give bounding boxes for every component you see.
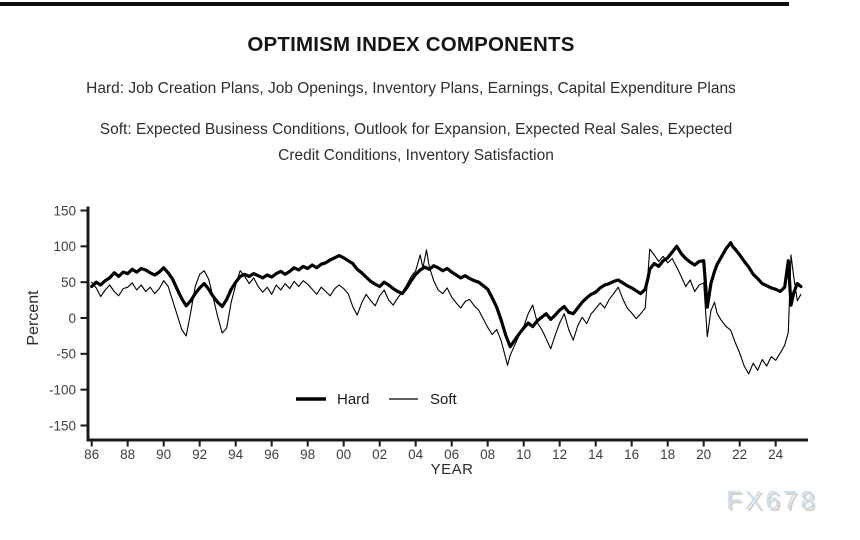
x-tick-label: 20 [696, 447, 711, 462]
x-tick-label: 98 [300, 447, 315, 462]
x-tick-label: 94 [228, 447, 244, 462]
soft-line [91, 248, 802, 375]
x-tick-label: 14 [588, 447, 604, 462]
x-tick-label: 06 [444, 447, 459, 462]
y-tick-label: 150 [53, 203, 76, 218]
optimism-components-chart: 150 100 50 0 -50 -100 -150 86 88 90 92 94 96 98 00 02 04… [25, 203, 808, 478]
y-axis-title: Percent [25, 290, 42, 346]
x-tick-label: 24 [768, 447, 784, 462]
x-tick-label: 22 [732, 447, 747, 462]
x-tick-label: 00 [336, 447, 351, 462]
x-tick-label: 16 [624, 447, 639, 462]
y-tick-label: 0 [68, 311, 76, 326]
x-tick-label: 04 [408, 447, 424, 462]
x-tick-label: 88 [120, 447, 135, 462]
x-tick-label: 12 [552, 447, 567, 462]
subtitle-soft-line1: Soft: Expected Business Conditions, Outl… [99, 121, 733, 138]
x-tick-label: 08 [480, 447, 495, 462]
x-tick-label: 90 [156, 447, 171, 462]
y-tick-label: -150 [49, 418, 76, 433]
top-rule [0, 2, 789, 6]
subtitle-soft-line2: Credit Conditions, Inventory Satisfactio… [278, 147, 554, 164]
page-title: OPTIMISM INDEX COMPONENTS [247, 33, 575, 56]
x-axis-title: YEAR [431, 461, 474, 478]
legend-label-hard: Hard [337, 391, 370, 408]
x-tick-label: 10 [516, 447, 531, 462]
x-tick-label: 92 [192, 447, 207, 462]
x-tick-label: 18 [660, 447, 675, 462]
subtitle-soft-components: Soft: Expected Business Conditions, Outl… [10, 117, 822, 169]
y-tick-label: 100 [53, 239, 76, 254]
subtitle-hard-components: Hard: Job Creation Plans, Job Openings, … [86, 80, 736, 97]
x-tick-label: 02 [372, 447, 387, 462]
hard-line [90, 241, 803, 349]
y-tick-label: -50 [56, 347, 76, 362]
legend-label-soft: Soft [430, 391, 458, 408]
x-tick-label: 96 [264, 447, 279, 462]
x-tick-label: 86 [84, 447, 99, 462]
y-tick-label: 50 [61, 275, 76, 290]
watermark: FX678 [726, 485, 818, 515]
y-tick-label: -100 [49, 382, 76, 397]
